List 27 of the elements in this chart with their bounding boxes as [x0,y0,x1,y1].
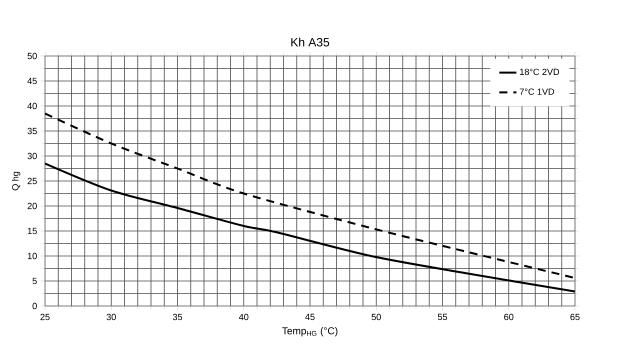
legend-label: 18°C 2VD [520,68,560,76]
y-tick-label: 5 [32,278,37,284]
x-tick-label: 50 [372,314,381,320]
y-tick-label: 30 [28,152,37,160]
x-tick-label: 65 [570,314,580,320]
y-tick-label: 0 [32,302,37,310]
line-series [45,112,576,279]
y-tick-label: 40 [27,102,37,110]
x-tick-label: 55 [438,314,448,320]
x-axis-title: Temp$_{HG}$ (°C) [282,327,338,336]
x-tick-label: 60 [504,314,514,320]
y-tick-label: 15 [28,228,37,234]
y-axis-title: Q hg [12,172,20,190]
y-tick-label: 10 [28,252,37,260]
x-tick-label: 40 [238,314,248,320]
y-tick-label: 50 [28,52,37,60]
y-tick-label: 45 [27,78,37,84]
x-tick-label: 30 [106,314,116,320]
chart-title: Kh A35 [291,38,330,46]
legend-label: 7°C 1VD [520,88,554,95]
y-tick-label: 20 [28,202,37,210]
x-tick-label: 25 [40,314,50,320]
y-tick-label: 35 [28,128,37,134]
x-tick-label: 35 [172,314,182,320]
x-tick-label: 45 [305,314,315,320]
line-series [45,162,576,292]
y-tick-label: 25 [28,178,37,184]
